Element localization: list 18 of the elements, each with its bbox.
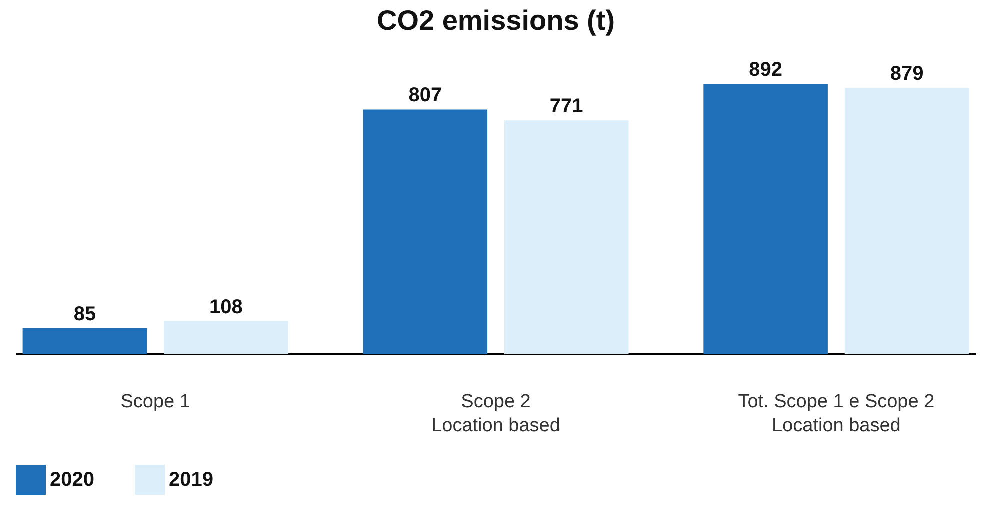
x-tick-label: Scope 1	[120, 392, 190, 412]
bar	[704, 84, 828, 354]
x-tick-label: Tot. Scope 1 e Scope 2 Location based	[738, 392, 935, 436]
data-label: 108	[210, 296, 243, 318]
x-tick-label: Scope 2 Location based	[432, 392, 560, 436]
data-label: 892	[749, 59, 782, 81]
bar	[164, 321, 288, 354]
bar	[504, 120, 629, 354]
legend-label: 2020	[50, 469, 94, 491]
data-label: 807	[408, 84, 442, 107]
chart-title: CO2 emissions (t)	[376, 5, 616, 36]
bar	[844, 88, 970, 354]
bar	[363, 110, 488, 354]
legend-label: 2019	[169, 469, 214, 491]
bar	[22, 328, 148, 354]
data-label: 879	[890, 62, 924, 85]
data-label: 771	[550, 96, 584, 118]
data-label: 85	[74, 303, 96, 326]
